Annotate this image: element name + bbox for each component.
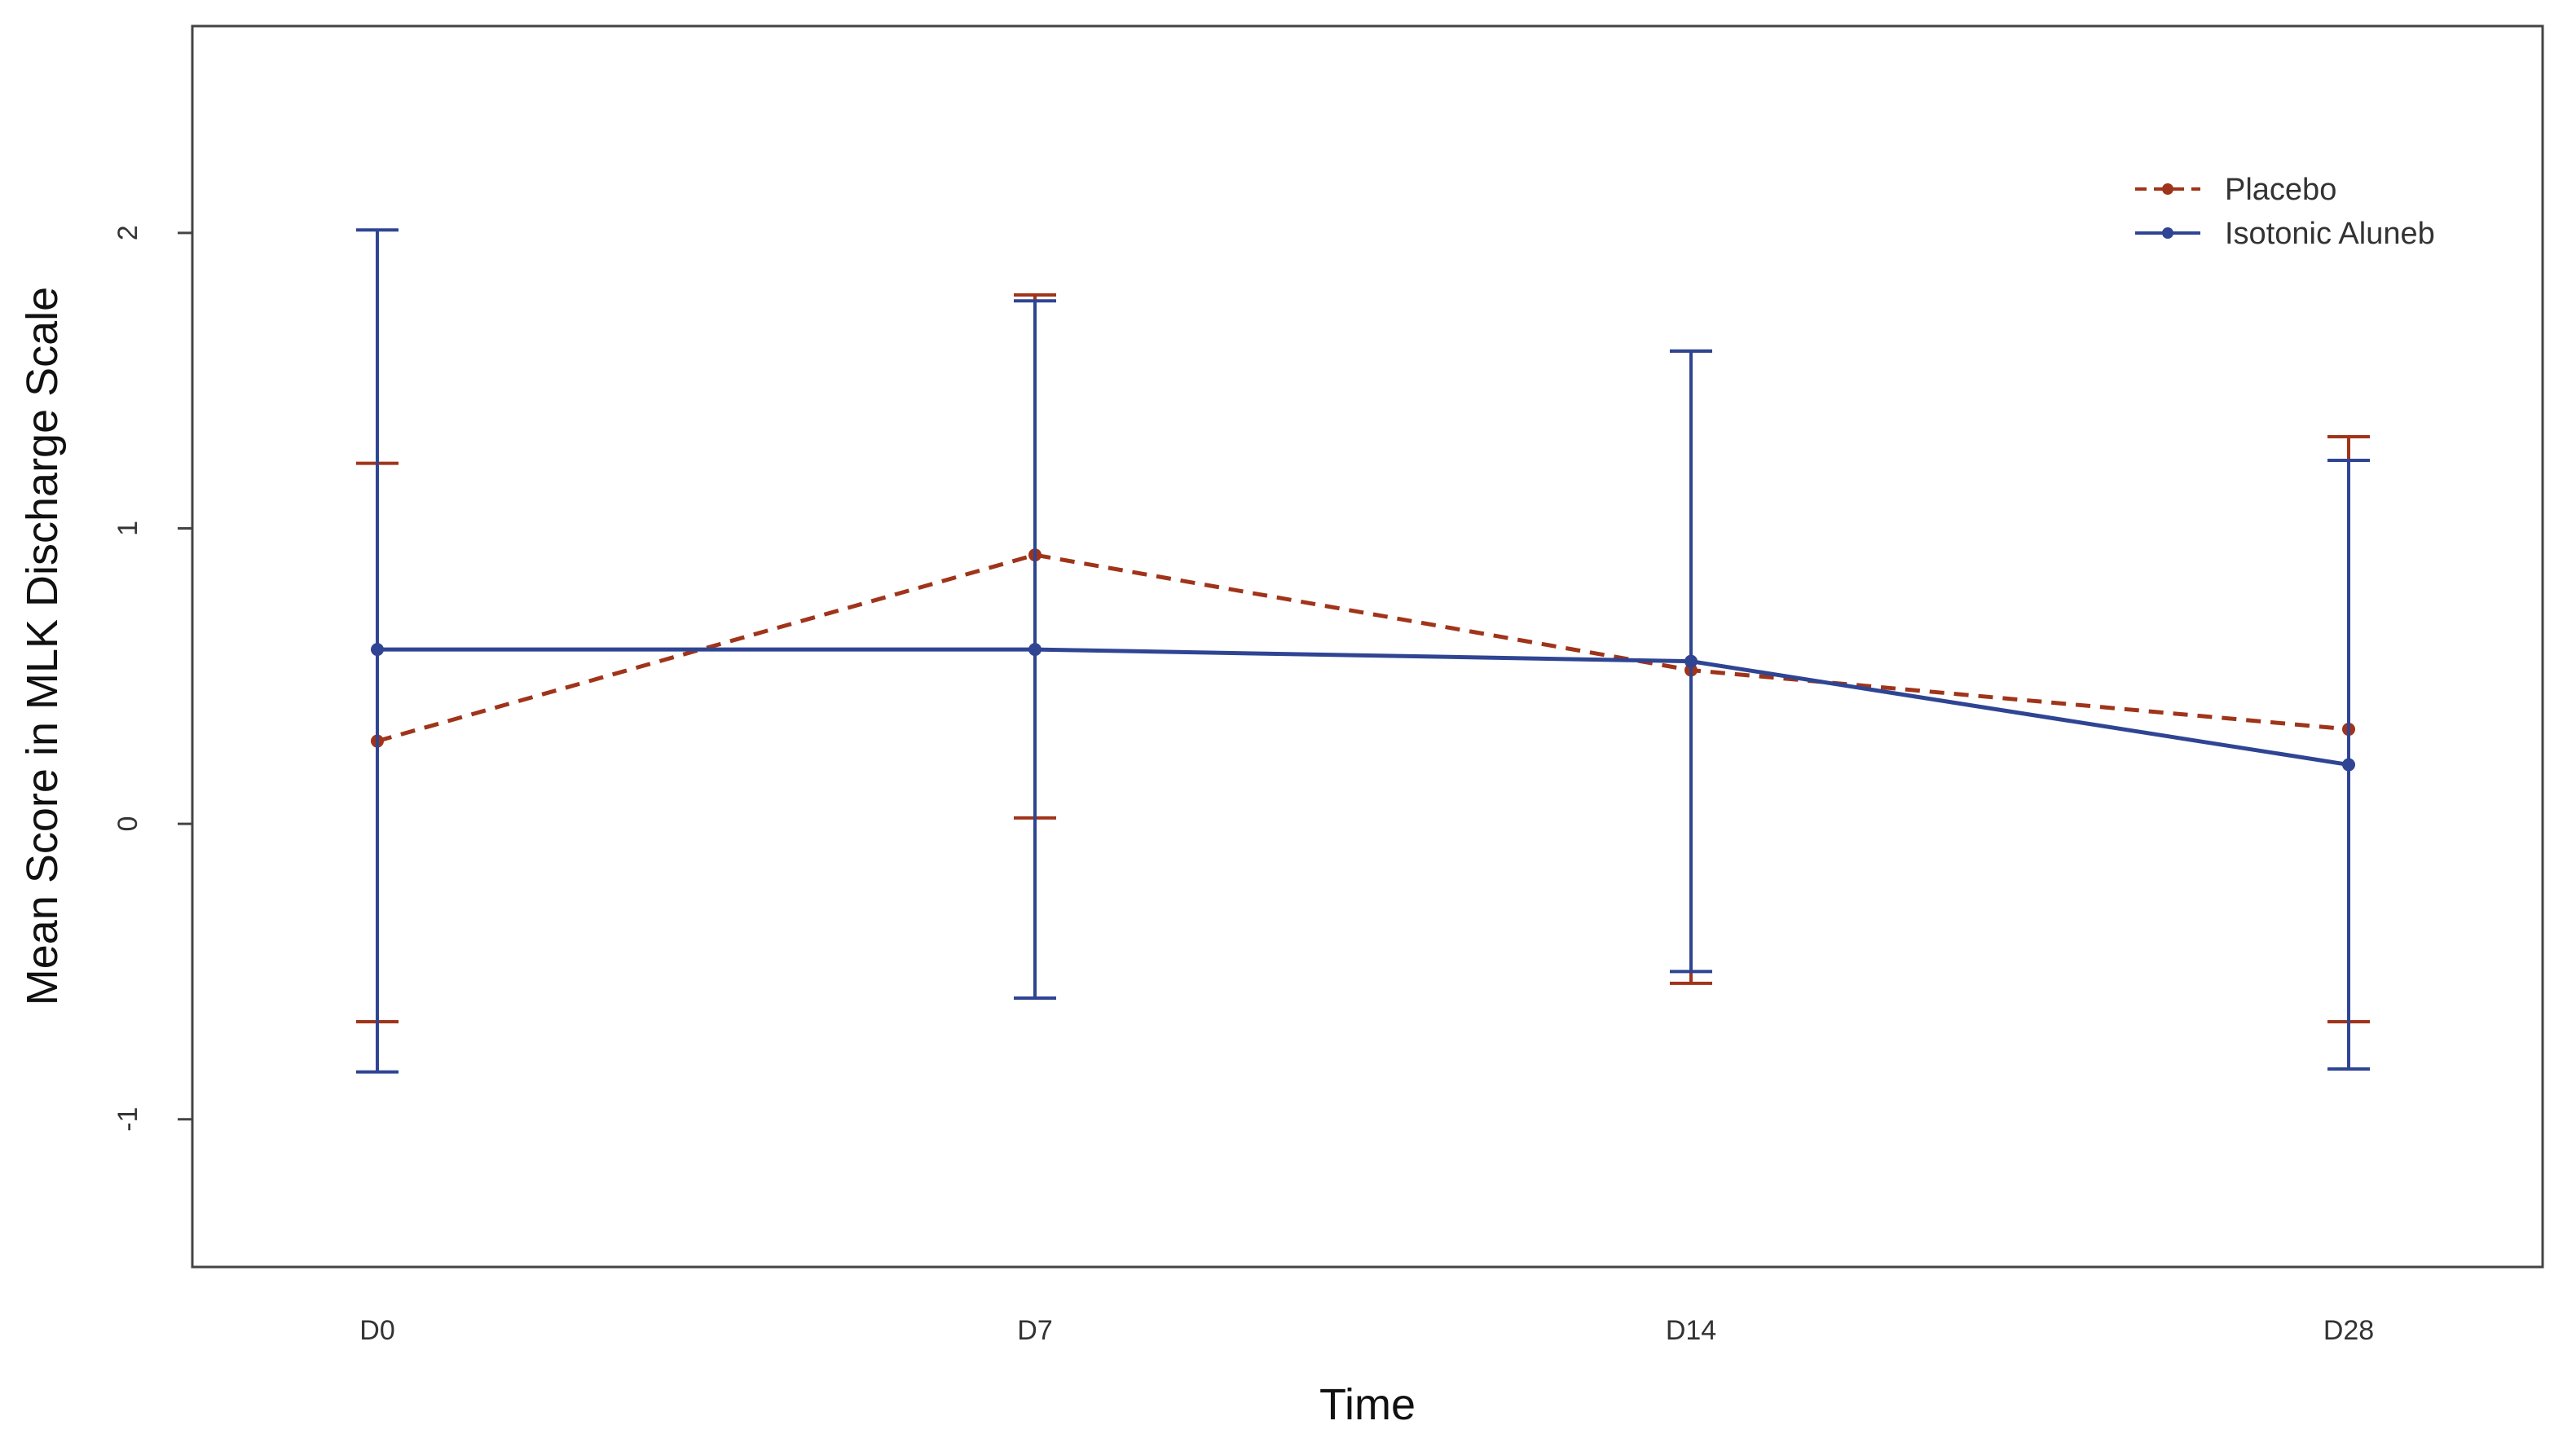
legend: Placebo Isotonic Aluneb <box>2135 173 2435 251</box>
data-point <box>1028 643 1041 657</box>
x-tick-label: D7 <box>1017 1315 1052 1346</box>
y-tick-label: 2 <box>112 225 143 240</box>
series-isotonic-aluneb <box>356 228 2370 1074</box>
legend-marker <box>2162 183 2173 195</box>
plot-frame <box>191 24 2544 1269</box>
data-point <box>371 643 384 657</box>
x-axis-title: Time <box>1319 1380 1416 1429</box>
y-tick-label: -1 <box>112 1107 143 1132</box>
data-point <box>1684 654 1698 668</box>
data-point <box>2342 758 2355 772</box>
series-layer <box>356 228 2370 1074</box>
legend-marker <box>2162 227 2173 239</box>
series-line <box>377 647 2349 768</box>
y-axis-title: Mean Score in MLK Discharge Scale <box>18 287 67 1005</box>
x-tick-label: D14 <box>1666 1315 1716 1346</box>
series-line <box>377 552 2349 743</box>
x-tick-label: D28 <box>2323 1315 2374 1346</box>
legend-label: Isotonic Aluneb <box>2225 217 2435 251</box>
y-tick-label: 0 <box>112 816 143 832</box>
x-axis: D0 D7 D14 D28 <box>359 1315 2374 1346</box>
y-tick-label: 1 <box>112 521 143 536</box>
series-placebo <box>356 293 2370 1024</box>
x-tick-label: D0 <box>359 1315 394 1346</box>
legend-label: Placebo <box>2225 173 2336 207</box>
y-axis: -1 0 1 2 <box>112 225 192 1132</box>
